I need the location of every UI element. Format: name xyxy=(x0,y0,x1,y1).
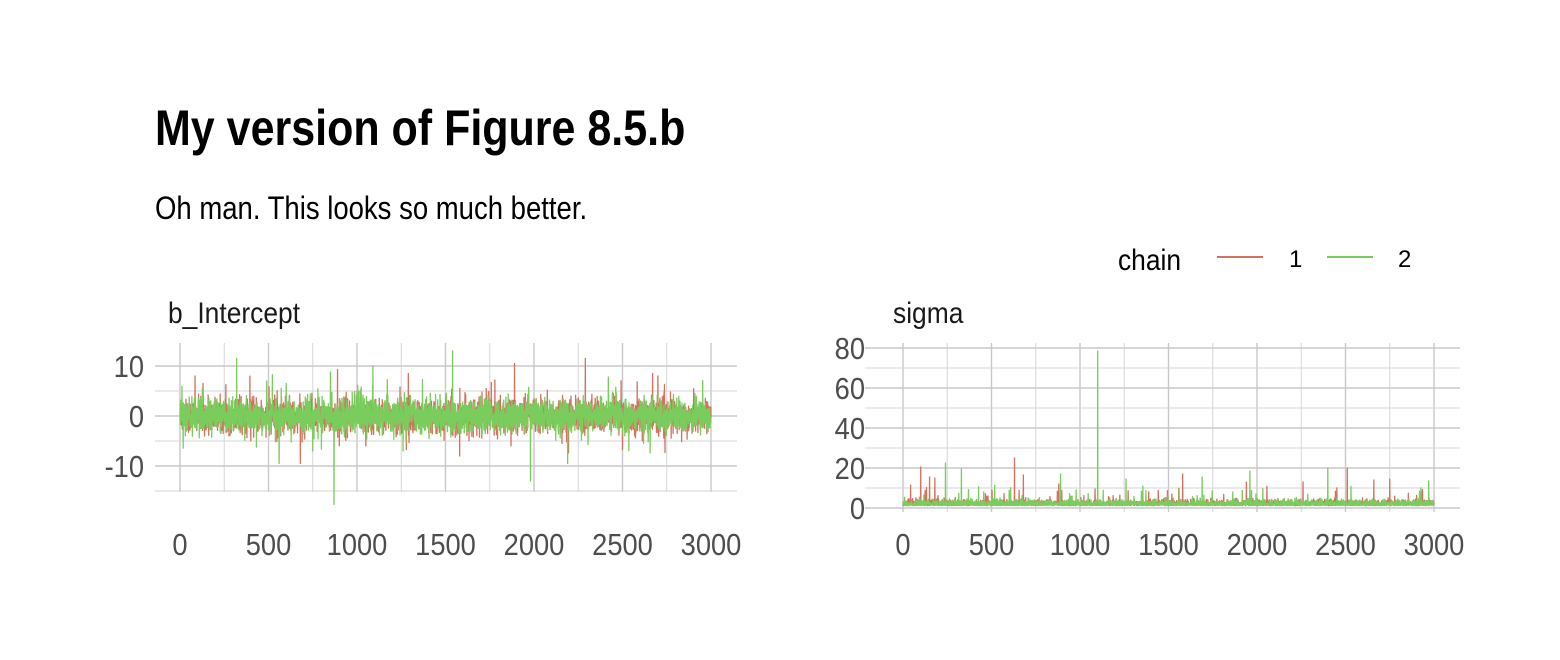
x-tick-label: 3000 xyxy=(681,528,742,562)
x-tick-label: 1000 xyxy=(327,528,388,562)
panel-sigma: sigma 0 500 1000 1500 2000 2500 3000 0 20 40 60 80 xyxy=(835,295,1465,562)
trace-line-chain-2 xyxy=(179,350,712,506)
panel-b-intercept: b_Intercept 0 500 1000 1500 2000 2500 3000 -10… xyxy=(105,295,742,562)
x-tick-label: 500 xyxy=(246,528,292,562)
x-tick-label: 1500 xyxy=(1138,528,1199,562)
panel-title: b_Intercept xyxy=(168,295,300,329)
x-axis-ticks: 0 500 1000 1500 2000 2500 3000 xyxy=(895,528,1464,562)
x-axis-ticks: 0 500 1000 1500 2000 2500 3000 xyxy=(172,528,741,562)
y-axis-ticks: 0 20 40 60 80 xyxy=(835,332,865,526)
chart-subtitle: Oh man. This looks so much better. xyxy=(155,191,587,226)
x-tick-label: 0 xyxy=(895,528,910,562)
gridlines xyxy=(865,343,1460,512)
x-tick-label: 500 xyxy=(969,528,1015,562)
x-tick-label: 2000 xyxy=(504,528,565,562)
chart-title: My version of Figure 8.5.b xyxy=(155,100,685,156)
legend-label-chain-1: 1 xyxy=(1289,246,1302,273)
y-tick-label: 40 xyxy=(835,412,865,446)
y-axis-ticks: -10 0 10 xyxy=(105,350,144,484)
y-tick-label: 10 xyxy=(114,350,144,384)
y-tick-label: 0 xyxy=(850,492,865,526)
panel-title: sigma xyxy=(893,295,964,329)
y-tick-label: -10 xyxy=(105,450,144,484)
y-tick-label: 80 xyxy=(835,332,865,366)
y-tick-label: 60 xyxy=(835,372,865,406)
x-tick-label: 2500 xyxy=(592,528,653,562)
legend: chain 1 2 xyxy=(1118,242,1411,276)
x-tick-label: 1500 xyxy=(415,528,476,562)
x-tick-label: 2500 xyxy=(1315,528,1376,562)
trace-line-chain-2 xyxy=(902,350,1435,507)
y-tick-label: 20 xyxy=(835,452,865,486)
legend-label-chain-2: 2 xyxy=(1398,246,1411,273)
x-tick-label: 3000 xyxy=(1404,528,1465,562)
x-tick-label: 0 xyxy=(172,528,187,562)
trace-lines xyxy=(179,350,712,506)
x-tick-label: 2000 xyxy=(1227,528,1288,562)
legend-title: chain xyxy=(1118,242,1181,276)
x-tick-label: 1000 xyxy=(1050,528,1111,562)
trace-lines xyxy=(902,350,1435,507)
y-tick-label: 0 xyxy=(129,400,144,434)
